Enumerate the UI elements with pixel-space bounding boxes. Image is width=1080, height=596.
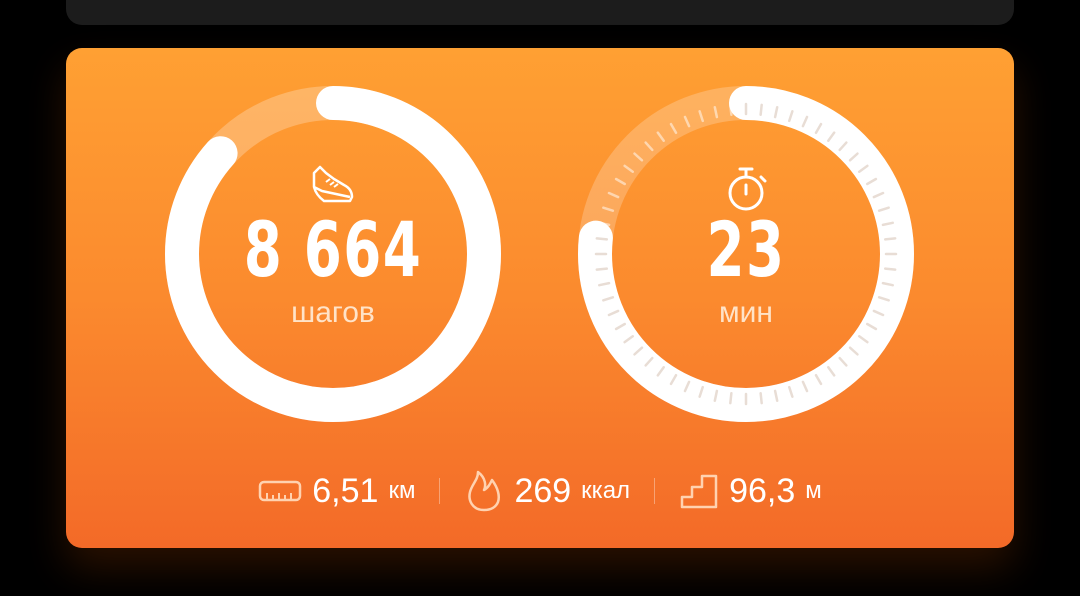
tick-mark [729, 103, 733, 117]
ring-ticks [594, 102, 898, 406]
tick-mark [656, 131, 665, 142]
active-center: 23 мин [616, 165, 876, 330]
tick-mark [698, 110, 704, 123]
tick-mark [644, 141, 654, 152]
active-minutes-ring [578, 86, 914, 422]
stairs-icon [680, 474, 718, 509]
tick-mark [607, 191, 620, 199]
tick-mark [858, 164, 869, 173]
tick-mark [865, 177, 878, 186]
tick-mark [827, 366, 836, 377]
tick-mark [595, 237, 609, 241]
tick-mark [838, 141, 848, 152]
tick-mark [814, 373, 823, 386]
steps-ring [165, 86, 501, 422]
tick-mark [602, 296, 615, 302]
tick-mark [858, 335, 869, 344]
tick-mark [669, 122, 678, 135]
active-unit: мин [719, 296, 773, 329]
tick-mark [614, 322, 627, 331]
tick-mark [633, 152, 644, 162]
tick-mark [602, 206, 615, 212]
tick-mark [623, 164, 634, 173]
tick-mark [801, 380, 809, 393]
divider [439, 478, 441, 504]
tick-mark [881, 221, 894, 227]
tick-mark [729, 391, 733, 405]
tick-mark [633, 346, 644, 356]
tick-mark [773, 389, 779, 402]
stopwatch-icon [728, 167, 767, 211]
tick-mark [713, 389, 719, 402]
tick-mark [713, 106, 719, 119]
previous-card[interactable] [66, 0, 1014, 25]
tick-mark [788, 385, 794, 398]
tick-mark [848, 346, 859, 356]
tick-mark [759, 103, 763, 117]
tick-mark [877, 296, 890, 302]
tick-mark [656, 366, 665, 377]
steps-progress-arc [165, 86, 501, 422]
tick-mark [773, 106, 779, 119]
tick-mark [872, 309, 885, 317]
tick-mark [883, 267, 897, 271]
tick-mark [614, 177, 627, 186]
tick-mark [698, 385, 704, 398]
stats-row: 6,51 км 269 ккал 96,3 м [0, 470, 1080, 512]
sneaker-icon [312, 165, 354, 203]
active-value: 23 [706, 205, 786, 294]
divider [654, 478, 656, 504]
tick-mark [623, 335, 634, 344]
tick-mark [872, 191, 885, 199]
tick-mark [801, 115, 809, 128]
ruler-icon [259, 480, 302, 502]
stat-distance[interactable]: 6,51 км [234, 472, 439, 511]
flame-icon [468, 470, 501, 512]
tick-mark [881, 281, 894, 287]
tick-mark [669, 373, 678, 386]
tick-mark [644, 356, 654, 367]
tick-mark [683, 115, 691, 128]
tick-mark [865, 322, 878, 331]
tick-mark [877, 206, 890, 212]
distance-unit: км [388, 477, 416, 504]
tick-mark [607, 309, 620, 317]
calories-value: 269 [514, 471, 572, 510]
tick-mark [883, 237, 897, 241]
elevation-unit: м [805, 477, 822, 504]
steps-value: 8 664 [243, 205, 423, 294]
tick-mark [598, 281, 611, 287]
tick-mark [759, 391, 763, 405]
stat-calories[interactable]: 269 ккал [440, 470, 654, 512]
distance-value: 6,51 [312, 471, 379, 510]
calories-unit: ккал [581, 477, 631, 504]
steps-unit: шагов [291, 296, 375, 329]
elevation-value: 96,3 [729, 471, 796, 510]
tick-mark [814, 122, 823, 135]
steps-center: 8 664 шагов [203, 165, 463, 330]
stat-elevation[interactable]: 96,3 м [655, 472, 846, 511]
tick-mark [595, 267, 609, 271]
tick-mark [838, 356, 848, 367]
tick-mark [788, 110, 794, 123]
tick-mark [827, 131, 836, 142]
tick-mark [598, 221, 611, 227]
tick-mark [848, 152, 859, 162]
tick-mark [683, 380, 691, 393]
